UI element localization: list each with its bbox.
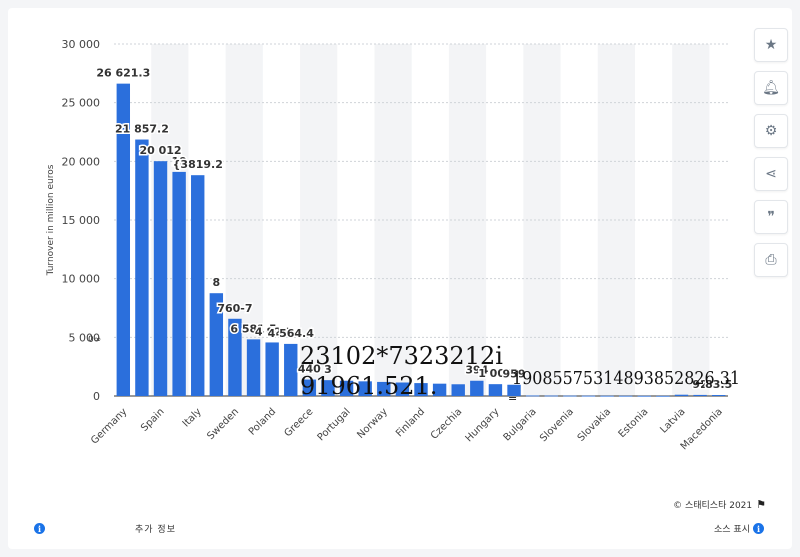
bar xyxy=(600,395,614,397)
y-axis-label: Turnover in million euros xyxy=(46,164,56,276)
bell-icon[interactable]: 🔔︎ xyxy=(754,71,788,105)
bar xyxy=(488,384,503,396)
band xyxy=(374,44,412,396)
x-tick-label: Bulgaria xyxy=(502,406,539,443)
show-source-link[interactable]: 소스 표시 i xyxy=(714,522,764,535)
data-label: 20 012 xyxy=(139,144,181,157)
data-label: 6 581.5 xyxy=(230,322,276,335)
data-label: {3819.2 xyxy=(173,158,223,171)
bar xyxy=(395,382,410,396)
x-tick-label: Portugal xyxy=(316,406,353,443)
y-tick-label: 15 000 xyxy=(62,214,101,227)
bar xyxy=(563,395,577,397)
more-info-link[interactable]: i 추가 정보 xyxy=(34,522,176,535)
data-label: 83.5 xyxy=(705,378,732,391)
data-label: 92 xyxy=(692,378,707,391)
star-icon[interactable]: ★ xyxy=(754,28,788,62)
more-info-label: 추가 정보 xyxy=(135,525,176,535)
bar xyxy=(265,342,279,396)
bar xyxy=(414,383,428,396)
y-tick-label: 10 000 xyxy=(62,273,101,286)
x-tick-label: Germany xyxy=(89,406,129,446)
x-tick-label: Estonia xyxy=(617,406,651,440)
x-tick-label: Hungary xyxy=(464,406,502,444)
show-source-label: 소스 표시 xyxy=(714,525,750,535)
print-icon[interactable]: ⎙ xyxy=(754,243,788,277)
x-tick-label: Latvia xyxy=(658,406,687,435)
data-label: 1 009 xyxy=(478,367,512,380)
bar xyxy=(637,395,651,397)
gear-icon[interactable]: ⚙ xyxy=(754,114,788,148)
chart-toolbar: ★ 🔔︎ ⚙ ⋖ ❞ ⎙ xyxy=(754,28,788,277)
bar xyxy=(656,395,670,397)
data-label: 440 xyxy=(298,363,321,376)
data-label: 394 xyxy=(465,364,488,377)
x-tick-label: Spain xyxy=(139,406,167,434)
bar xyxy=(432,383,447,396)
bar xyxy=(246,339,261,396)
overlay-text: 23102*7323212i xyxy=(300,342,503,370)
overlay-text: 91961.521. xyxy=(300,372,437,400)
copyright-text: © 스태티스타 2021 xyxy=(673,501,753,511)
info-icon: i xyxy=(753,523,764,534)
overlay-text: 19085575314893852826 31 xyxy=(512,368,740,389)
bar xyxy=(116,83,131,397)
x-tick-label: Poland xyxy=(247,406,278,437)
bar xyxy=(451,384,465,396)
bar xyxy=(525,395,540,397)
info-icon: i xyxy=(34,523,45,534)
x-tick-label: Sweden xyxy=(205,406,241,442)
x-tick-label: Slovenia xyxy=(538,406,576,444)
chart: 0 5 000 10 000 15 000 20 000 25 000 30 000 Turn… xyxy=(46,38,740,452)
overlay-text: 0∞ xyxy=(88,335,101,345)
bar xyxy=(339,380,354,396)
bar xyxy=(209,293,224,396)
bar xyxy=(321,380,335,396)
bar xyxy=(507,384,521,396)
data-label: 26 621.3 xyxy=(96,67,150,80)
bar xyxy=(377,381,391,396)
share-icon[interactable]: ⋖ xyxy=(754,157,788,191)
x-tick-label: Italy xyxy=(181,406,204,429)
data-label: 4 826 xyxy=(255,325,290,338)
bar xyxy=(172,171,186,396)
x-tick-label: Slovakia xyxy=(576,406,613,443)
chart-card: 0 5 000 10 000 15 000 20 000 25 000 30 000 Turn… xyxy=(8,8,792,549)
data-label: 8 xyxy=(213,276,221,289)
y-tick-label: 0 xyxy=(93,390,100,403)
data-label: 21 857.2 xyxy=(115,123,169,136)
bar xyxy=(470,380,484,396)
bar xyxy=(191,175,205,396)
x-tick-label: Greece xyxy=(283,406,316,439)
data-label: 3 xyxy=(324,363,332,376)
bar xyxy=(693,394,707,396)
bar xyxy=(581,395,596,397)
data-label: 19 xyxy=(171,155,186,168)
y-tick-label: 30 000 xyxy=(62,38,101,51)
y-tick-label: 20 000 xyxy=(62,155,101,168)
data-label: 4 564.4 xyxy=(268,327,315,340)
y-tick-label: 5 000 xyxy=(69,331,101,344)
bar xyxy=(153,161,168,396)
bar xyxy=(711,395,726,396)
bar xyxy=(135,139,149,397)
bar xyxy=(358,381,372,396)
quote-icon[interactable]: ❞ xyxy=(754,200,788,234)
bar xyxy=(302,379,317,396)
x-tick-label: Finland xyxy=(394,406,427,439)
bar xyxy=(674,394,689,396)
overlay-text: = xyxy=(508,392,517,405)
bar xyxy=(618,395,633,397)
x-tick-label: Czechia xyxy=(429,406,464,441)
bar xyxy=(228,318,242,396)
copyright: © 스태티스타 2021 ⚑ xyxy=(673,498,766,511)
y-tick-label: 25 000 xyxy=(62,97,101,110)
bar xyxy=(284,343,298,396)
flag-icon[interactable]: ⚑ xyxy=(756,498,766,511)
bar xyxy=(544,395,558,397)
data-label: 760-7 xyxy=(217,302,252,315)
data-label: 959 xyxy=(503,368,526,381)
x-tick-label: Norway xyxy=(355,406,390,441)
